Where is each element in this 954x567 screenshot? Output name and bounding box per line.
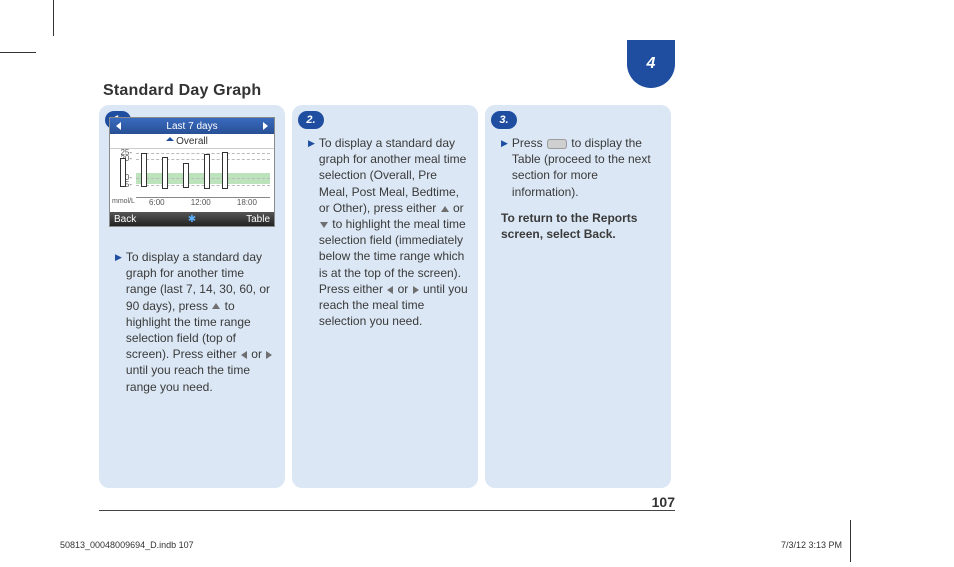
device-top-label: Last 7 days [121, 121, 263, 132]
up-arrow-icon [441, 206, 449, 212]
softkey-right: Table [218, 212, 274, 226]
page-number: 107 [652, 494, 675, 510]
chart-bar [204, 154, 210, 188]
step-badge: 2. [298, 111, 324, 129]
text: To display a standard day graph for anot… [319, 136, 466, 215]
device-xaxis: 6:00 12:00 18:00 [136, 197, 270, 212]
device-topbar: Last 7 days [110, 118, 274, 134]
right-arrow-icon [263, 122, 268, 130]
right-arrow-icon [413, 286, 419, 294]
page: 4 Standard Day Graph 1. Last 7 days Over… [0, 0, 954, 567]
bullet-marker-icon: ▶ [115, 251, 122, 395]
device-unit-label: mmol/L [112, 198, 135, 205]
device-screenshot: Last 7 days Overall mmol/L 25-20-10-5- 6… [109, 117, 275, 227]
softkey-center-icon: ✱ [166, 212, 218, 226]
cards-row: 1. Last 7 days Overall mmol/L 25-20-10-5… [99, 105, 671, 488]
text: Press [512, 136, 546, 150]
step-badge: 3. [491, 111, 517, 129]
crop-mark-vertical [53, 0, 54, 36]
chart-bar [183, 163, 189, 188]
text: until you reach the time range you need. [126, 363, 250, 393]
bullet-marker-icon: ▶ [308, 137, 315, 329]
device-selection-row: Overall [110, 134, 274, 149]
text: or [248, 347, 265, 361]
chart-bar [141, 153, 147, 187]
step-card-1: 1. Last 7 days Overall mmol/L 25-20-10-5… [99, 105, 285, 488]
bold-instruction: To return to the Reports screen, select … [501, 210, 661, 242]
footer-left-text: 50813_00048009694_D.indb 107 [60, 540, 194, 550]
step-card-3: 3. ▶ Press to display the Table (proceed… [485, 105, 671, 488]
down-arrow-icon [320, 222, 328, 228]
chart-xtick-label: 18:00 [237, 198, 257, 212]
chart-xtick-label: 12:00 [191, 198, 211, 212]
chart-bar [222, 152, 228, 188]
step-card-2: 2. ▶ To display a standard day graph for… [292, 105, 478, 488]
up-arrow-icon [212, 303, 220, 309]
device-softkeys: Back ✱ Table [110, 212, 274, 226]
right-arrow-icon [266, 351, 272, 359]
softkey-left: Back [110, 212, 166, 226]
bullet-marker-icon: ▶ [501, 137, 508, 200]
card-text: ▶ To display a standard day graph for an… [302, 135, 468, 329]
page-title: Standard Day Graph [103, 82, 261, 100]
device-selection-label: Overall [176, 136, 208, 147]
footer-rule [99, 510, 675, 511]
softkey-icon [547, 139, 567, 149]
footer-right-rule [850, 520, 851, 562]
chart-bar [162, 157, 168, 188]
section-tab: 4 [627, 40, 675, 88]
left-arrow-icon [241, 351, 247, 359]
text: To display a standard day graph for anot… [126, 250, 270, 313]
card-text: ▶ Press to display the Table (proceed to… [495, 135, 661, 242]
crop-mark-horizontal [0, 52, 36, 53]
chart-xtick-label: 6:00 [149, 198, 165, 212]
footer-right-text: 7/3/12 3:13 PM [781, 540, 842, 550]
text: or [450, 201, 464, 215]
device-plot: mmol/L 25-20-10-5- [110, 148, 274, 198]
text: or [394, 282, 411, 296]
chart-bar [120, 158, 126, 187]
left-arrow-icon [387, 286, 393, 294]
card-text: ▶ To display a standard day graph for an… [109, 249, 275, 395]
